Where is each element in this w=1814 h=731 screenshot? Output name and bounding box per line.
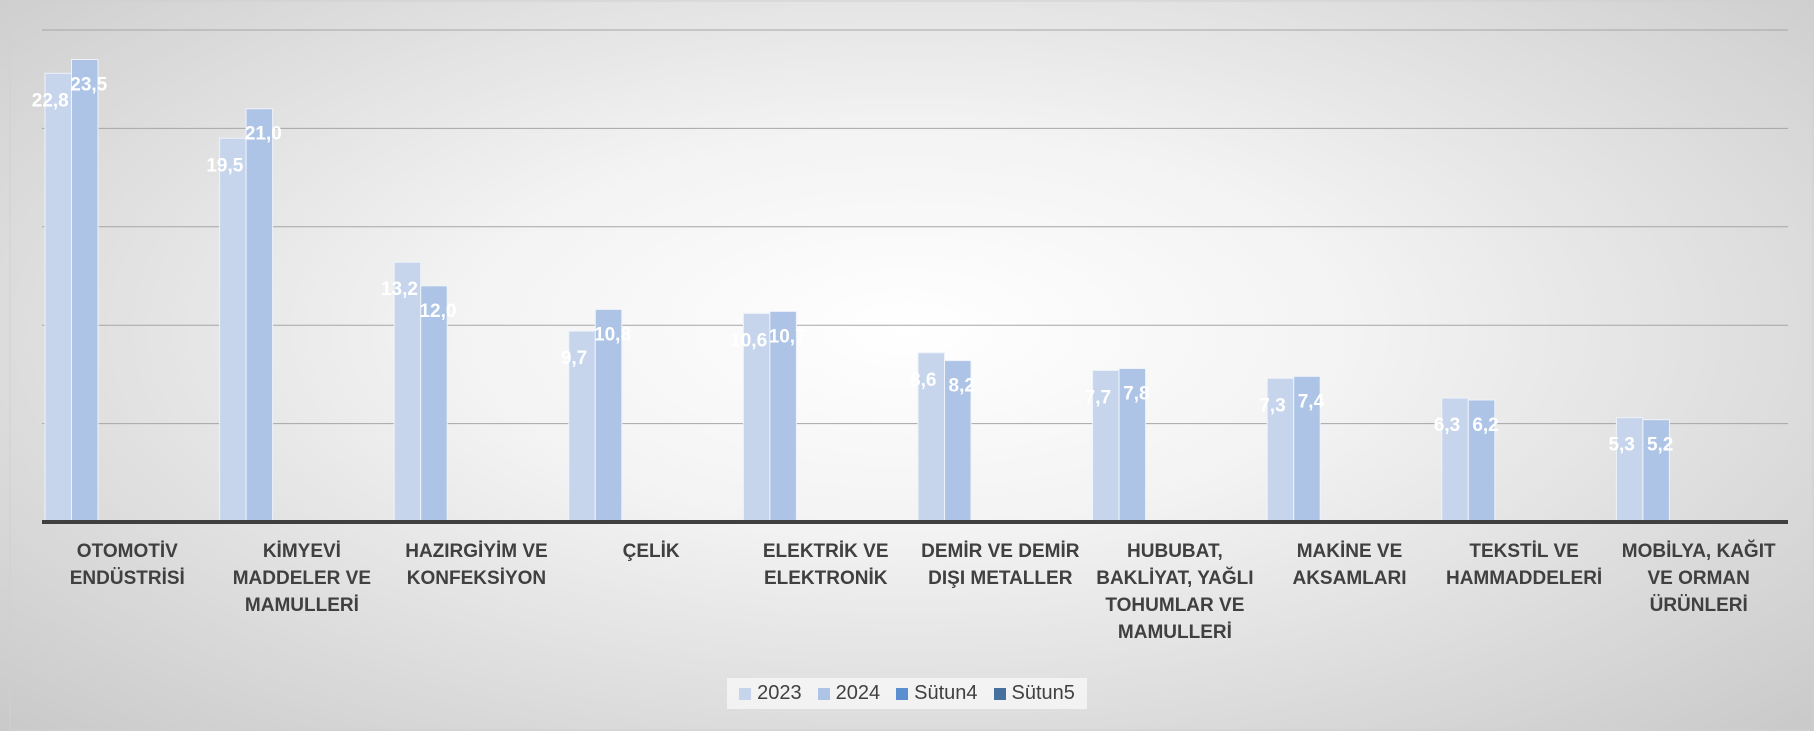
legend-item: Sütun5 (993, 682, 1075, 705)
data-label: 6,3 (1434, 415, 1460, 436)
bar (594, 308, 623, 523)
data-label: 5,3 (1608, 435, 1634, 456)
legend-swatch (817, 687, 830, 700)
legend-swatch (993, 687, 1006, 700)
data-label: 22,8 (32, 90, 69, 111)
bar (1266, 377, 1295, 523)
x-tick-label: HUBUBAT, BAKLİYAT, YAĞLI TOHUMLAR VE MAM… (1096, 541, 1254, 643)
bar (245, 108, 274, 523)
data-label: 6,2 (1472, 415, 1498, 436)
bar (219, 137, 247, 523)
x-tick-label: MAKİNE VE AKSAMLARI (1292, 541, 1407, 589)
bar (1293, 375, 1321, 523)
x-tick-label: DEMİR VE DEMİR DIŞI METALLER (921, 541, 1080, 589)
legend-label: Sütun5 (1011, 682, 1075, 704)
data-label: 9,7 (561, 348, 587, 369)
data-label: 7,7 (1085, 387, 1111, 408)
x-tick-label: OTOMOTİV ENDÜSTRİSİ (69, 541, 185, 589)
bar (944, 360, 972, 523)
legend-box: 2023 2024 Sütun4 Sütun5 (727, 678, 1087, 709)
bar (1467, 399, 1496, 523)
x-tick-label: ÇELİK (622, 541, 680, 562)
x-tick-label: MOBİLYA, KAĞIT VE ORMAN ÜRÜNLERİ (1621, 541, 1776, 616)
x-tick-label: KİMYEVİ MADDELER VE MAMULLERİ (232, 541, 372, 616)
data-label: 10,6 (730, 330, 767, 351)
data-label: 7,4 (1298, 391, 1325, 412)
x-tick-label: TEKSTİL VE HAMMADDELERİ (1445, 541, 1603, 589)
legend-swatch (739, 687, 752, 700)
legend-label: 2024 (835, 682, 881, 704)
x-tick-label: ELEKTRİK VE ELEKTRONİK (762, 541, 889, 589)
data-label: 10,7 (769, 326, 806, 347)
data-label: 19,5 (206, 155, 243, 176)
legend: 2023 2024 Sütun4 Sütun5 (0, 678, 1814, 709)
data-label: 8,2 (949, 376, 975, 397)
legend-item: 2023 (739, 682, 802, 705)
data-label: 13,2 (381, 279, 418, 300)
bar (917, 352, 945, 523)
data-label: 23,5 (70, 75, 107, 96)
data-label: 8,6 (910, 370, 936, 391)
legend-swatch (896, 687, 909, 700)
bar (568, 330, 596, 523)
legend-label: Sütun4 (914, 682, 978, 704)
bar (1118, 367, 1147, 523)
bar (44, 72, 72, 523)
legend-item: Sütun4 (896, 682, 978, 705)
bar (769, 310, 797, 523)
bar (1642, 419, 1670, 523)
x-tick-label: HAZIRGİYİM VE KONFEKSİYON (405, 541, 548, 589)
data-label: 21,0 (245, 124, 282, 145)
bar (1615, 417, 1644, 523)
data-label: 10,8 (594, 324, 631, 345)
bar (71, 59, 99, 523)
data-label: 7,3 (1259, 395, 1285, 416)
bar (420, 285, 448, 523)
legend-item: 2024 (817, 682, 881, 705)
legend-label: 2023 (757, 682, 802, 704)
frame (9, 0, 1814, 731)
bar (393, 261, 422, 523)
data-label: 12,0 (419, 301, 456, 322)
data-label: 5,2 (1647, 435, 1673, 456)
data-label: 7,8 (1123, 384, 1149, 405)
